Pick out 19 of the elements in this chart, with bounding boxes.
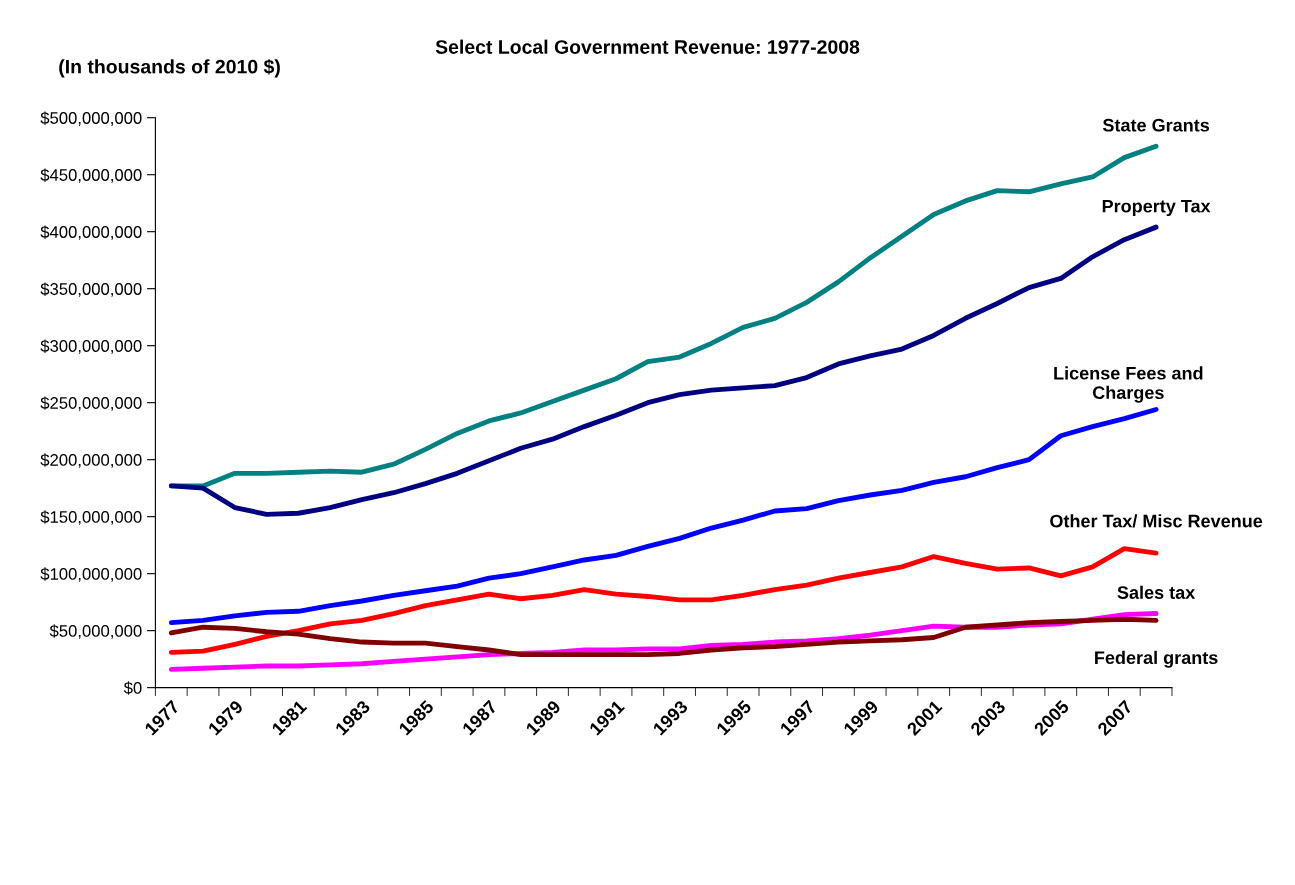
y-tick-label: $150,000,000 (40, 510, 142, 525)
y-tick-label: $500,000,000 (40, 111, 142, 126)
series-label: Federal grants (1095, 650, 1218, 668)
y-tick-label: $200,000,000 (40, 453, 142, 468)
series-label: Other Tax/ Misc Revenue (1050, 514, 1263, 528)
series-label: License Fees and Charges (1054, 366, 1203, 403)
series-label: Property Tax (1102, 199, 1211, 217)
y-tick-label: $450,000,000 (40, 168, 142, 183)
y-tick-label: $50,000,000 (49, 624, 142, 639)
y-tick-label: $0 (123, 681, 142, 695)
y-axis-title: (In thousands of 2010 $) (59, 58, 280, 78)
series-label: State Grants (1102, 118, 1210, 132)
y-tick-label: $300,000,000 (40, 339, 142, 354)
y-tick-label: $350,000,000 (40, 282, 142, 297)
y-tick-label: $100,000,000 (40, 567, 142, 582)
chart-title: Select Local Government Revenue: 1977-2008 (435, 39, 860, 54)
series-label: Sales tax (1117, 585, 1196, 599)
y-tick-label: $250,000,000 (40, 396, 142, 411)
y-tick-label: $400,000,000 (40, 225, 142, 240)
